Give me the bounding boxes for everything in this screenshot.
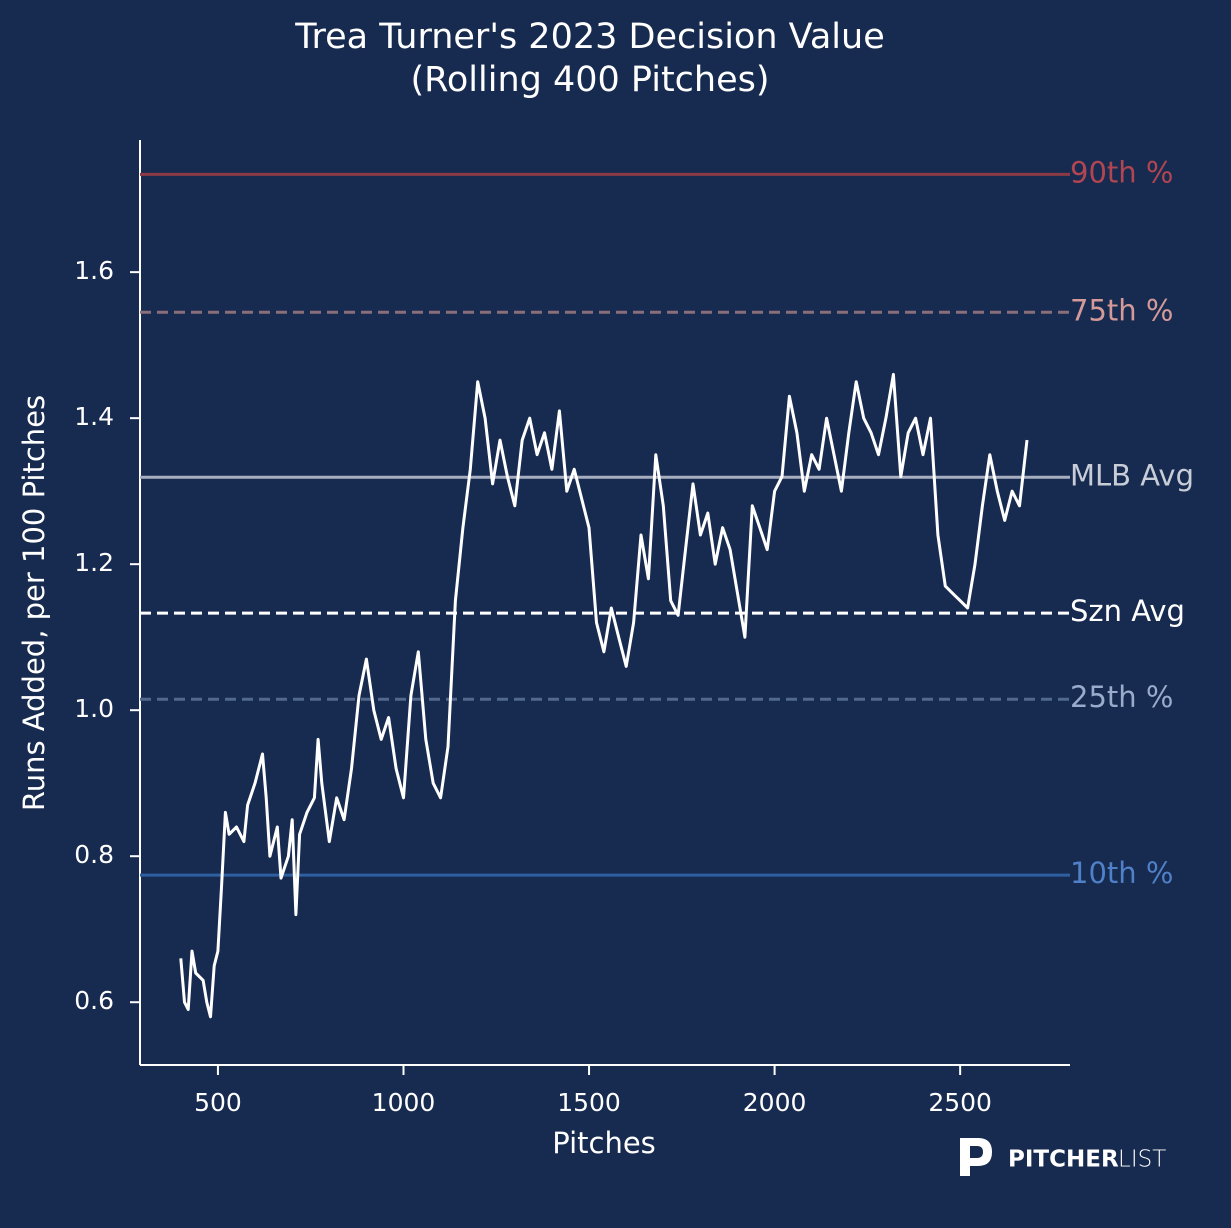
reference-label: 10th % [1070, 856, 1173, 890]
logo-icon [960, 1138, 992, 1176]
reference-label: 90th % [1070, 155, 1173, 189]
y-tick-label: 1.4 [74, 402, 114, 431]
x-tick-label: 2000 [743, 1088, 807, 1117]
reference-label: 25th % [1070, 680, 1173, 714]
x-tick-label: 500 [194, 1088, 242, 1117]
x-tick-label: 1500 [557, 1088, 621, 1117]
chart-subtitle: (Rolling 400 Pitches) [410, 60, 769, 100]
x-tick-label: 1000 [372, 1088, 436, 1117]
x-axis-label: Pitches [552, 1126, 656, 1160]
logo-bold: PITCHER [1008, 1147, 1119, 1173]
logo: PITCHER LIST [960, 1138, 1166, 1176]
y-tick-label: 0.6 [74, 986, 114, 1015]
data-line [179, 372, 1029, 1019]
reference-label: 75th % [1070, 293, 1173, 327]
chart-title: Trea Turner's 2023 Decision Value [294, 17, 885, 57]
y-tick-label: 1.2 [74, 548, 114, 577]
y-tick-label: 1.0 [74, 694, 114, 723]
y-tick-label: 1.6 [74, 256, 114, 285]
logo-light: LIST [1118, 1147, 1166, 1173]
y-axis-label: Runs Added, per 100 Pitches [17, 395, 51, 811]
x-tick-label: 2500 [928, 1088, 992, 1117]
y-tick-label: 0.8 [74, 840, 114, 869]
reference-label: MLB Avg [1070, 458, 1194, 492]
reference-label: Szn Avg [1070, 594, 1185, 628]
